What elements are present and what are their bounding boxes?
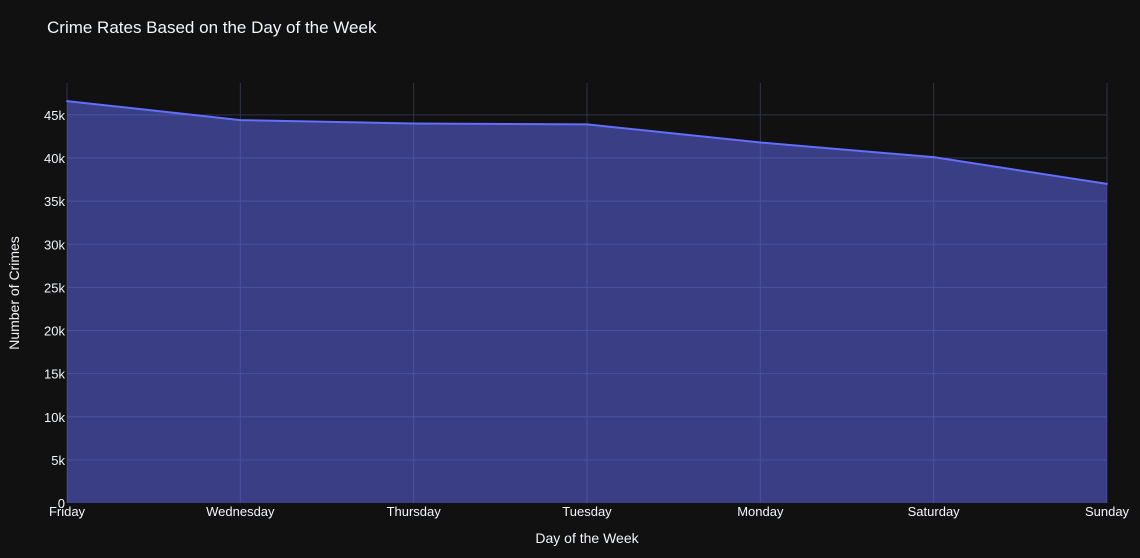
y-tick-label: 35k [44,194,65,209]
y-tick-label: 15k [44,367,65,382]
chart-title: Crime Rates Based on the Day of the Week [47,18,377,37]
data-point [239,119,242,122]
y-axis-ticks: 0 5k 10k 15k 20k 25k 30k 35k 40k 45k [44,108,65,511]
y-tick-label: 10k [44,410,65,425]
data-point [586,123,588,126]
data-point [759,141,762,144]
area-series [66,100,1108,503]
y-tick-label: 25k [44,280,65,295]
x-tick-label: Sunday [1085,504,1130,519]
data-point [66,100,68,103]
y-tick-label: 20k [44,324,65,339]
x-tick-label: Saturday [908,504,961,519]
y-tick-label: 45k [44,108,65,123]
x-tick-label: Friday [49,504,86,519]
y-axis-label: Number of Crimes [6,236,22,350]
data-point [932,156,935,159]
data-point [412,122,415,125]
y-tick-label: 30k [44,237,65,252]
x-axis-ticks: Friday Wednesday Thursday Tuesday Monday Satu… [49,504,1130,519]
x-tick-label: Monday [737,504,784,519]
x-tick-label: Thursday [387,504,442,519]
area-fill [67,101,1107,503]
x-tick-label: Wednesday [206,504,275,519]
x-tick-label: Tuesday [562,504,612,519]
data-point [1106,182,1108,185]
y-tick-label: 5k [51,453,65,468]
y-tick-label: 40k [44,151,65,166]
y-tick-label: 0 [58,496,65,511]
x-axis-label: Day of the Week [535,530,639,546]
